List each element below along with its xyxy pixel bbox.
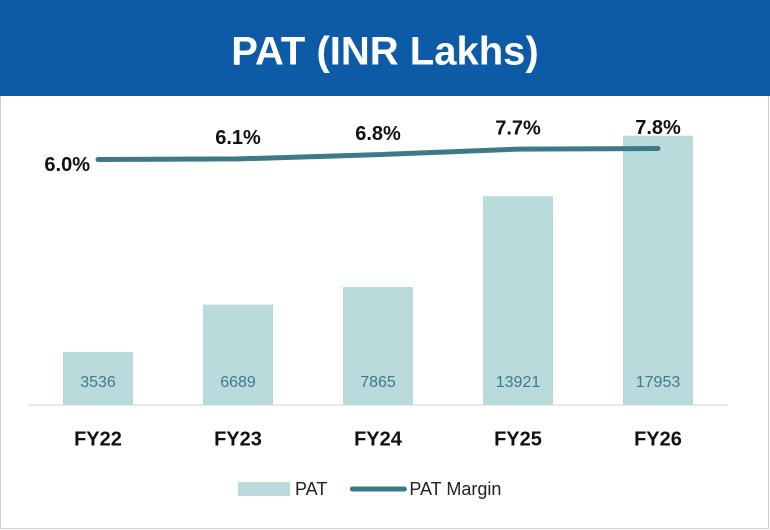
legend-label: PAT Margin	[409, 479, 501, 499]
bar	[623, 135, 693, 405]
bar-value-label: 13921	[496, 374, 541, 391]
bar	[483, 196, 553, 405]
line-value-label: 6.1%	[215, 127, 261, 149]
line-value-label: 6.8%	[355, 123, 401, 145]
bar-value-label: 7865	[360, 374, 396, 391]
bar	[63, 351, 133, 405]
bar-value-label: 6689	[220, 374, 256, 391]
x-tick-label: FY23	[214, 428, 262, 450]
bar	[203, 304, 273, 405]
bar-value-label: 3536	[80, 374, 116, 391]
bar-value-label: 17953	[636, 374, 681, 391]
x-tick-label: FY25	[494, 428, 542, 450]
x-tick-label: FY26	[634, 428, 682, 450]
line-value-label: 7.8%	[635, 117, 681, 139]
chart-title: PAT (INR Lakhs)	[231, 30, 538, 74]
line-value-label: 6.0%	[44, 154, 90, 176]
bar	[343, 287, 413, 405]
x-tick-label: FY22	[74, 428, 122, 450]
line	[95, 146, 661, 163]
line-value-label: 7.7%	[495, 117, 541, 139]
x-tick-label: FY24	[354, 428, 403, 450]
legend-swatch	[238, 482, 290, 496]
header	[0, 0, 770, 96]
legend-label: PAT	[295, 479, 327, 499]
